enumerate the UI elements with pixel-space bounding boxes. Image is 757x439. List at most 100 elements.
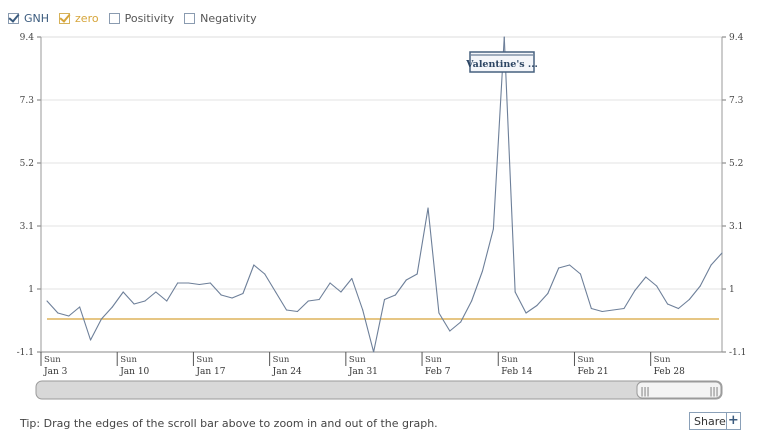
y-tick-label-left: 1: [28, 285, 34, 295]
legend-label-positivity: Positivity: [124, 11, 175, 25]
gnh-line-segment: [656, 285, 669, 305]
gnh-line-segment: [438, 312, 451, 332]
gnh-line-segment: [667, 303, 680, 310]
y-tick-label-left: 7.3: [20, 96, 35, 106]
y-axis-right: 9.4 7.3 5.2 3.1 1 -1.1: [721, 33, 746, 358]
gnh-line-segment: [569, 264, 582, 275]
x-tick-day: Sun: [196, 355, 213, 365]
gnh-line-segment: [699, 264, 712, 287]
y-axis-left: 9.4 7.3 5.2 3.1 1 -1.1: [17, 33, 42, 358]
gnh-line-segment: [525, 304, 538, 314]
gnh-line-segment: [122, 291, 135, 305]
share-button[interactable]: Share +: [689, 412, 741, 430]
gnh-line-segment: [460, 300, 473, 323]
gnh-line-segment: [514, 291, 527, 314]
gnh-line-segment: [144, 291, 157, 302]
scrollbar-thumb[interactable]: [636, 381, 722, 399]
y-tick-label-left: 3.1: [20, 222, 34, 232]
gnh-line-segment: [231, 292, 244, 299]
tooltip-box: [469, 51, 535, 73]
scrollbar-grip-right[interactable]: |||: [709, 387, 718, 397]
gnh-line-segment: [362, 309, 375, 353]
gnh-line-segment: [253, 264, 266, 275]
gnh-line-segment: [68, 306, 81, 317]
x-tick-date: Feb 7: [425, 367, 451, 377]
gnh-line-segment: [558, 264, 571, 269]
gnh-line-segment: [590, 307, 603, 313]
chart-series: [46, 36, 723, 353]
gnh-line-segment: [449, 321, 462, 332]
gnh-line-segment: [710, 252, 723, 266]
gnh-line-segment: [242, 264, 255, 295]
x-axis: Sun Jan 3 Sun Jan 10 Sun Jan 17 Sun Jan 24 Sun Ja…: [40, 351, 722, 377]
y-tick-label-right: 1: [729, 285, 735, 295]
x-tick-date: Jan 10: [119, 367, 149, 377]
zero-checkbox[interactable]: [59, 12, 71, 24]
gnh-line-segment: [133, 300, 146, 305]
x-tick-day: Sun: [425, 355, 442, 365]
legend-item-positivity[interactable]: Positivity: [108, 11, 175, 25]
gnh-line-segment: [481, 228, 494, 272]
share-label: Share: [694, 414, 726, 428]
legend-label-gnh: GNH: [24, 11, 50, 25]
chart-grid: [41, 36, 722, 290]
tooltip: Valentine's ...: [465, 51, 538, 73]
legend-item-zero[interactable]: zero: [59, 12, 99, 25]
y-tick-label-left: 5.2: [20, 159, 34, 169]
x-tick-date: Feb 21: [577, 367, 608, 377]
gnh-line-segment: [383, 294, 396, 301]
tooltip-label: Valentine's ...: [465, 59, 538, 70]
gnh-line-chart[interactable]: 9.4 7.3 5.2 3.1 1 -1.1 9.4 7.3 5.2 3.1 1 -1.1 Sun J…: [0, 0, 757, 410]
y-tick-label-right: 5.2: [729, 159, 743, 169]
gnh-line-segment: [209, 282, 222, 296]
gnh-line-segment: [220, 294, 233, 299]
scrollbar-grip-left[interactable]: |||: [640, 387, 649, 397]
gnh-line-segment: [623, 289, 636, 310]
gnh-checkbox[interactable]: [8, 12, 19, 24]
gnh-line-segment: [79, 306, 92, 341]
gnh-line-segment: [285, 309, 298, 313]
y-tick-label-right: -1.1: [729, 348, 746, 358]
gnh-line-segment: [57, 312, 70, 317]
gnh-line-segment: [547, 267, 560, 295]
negativity-checkbox[interactable]: [184, 12, 196, 24]
gnh-line-segment: [373, 298, 386, 353]
x-tick-date: Jan 31: [348, 367, 378, 377]
gnh-line-segment: [198, 282, 211, 286]
x-tick-date: Jan 17: [195, 367, 225, 377]
gnh-line-segment: [677, 298, 690, 310]
gnh-line-segment: [601, 309, 614, 313]
x-tick-day: Sun: [44, 355, 61, 365]
gnh-line-segment: [329, 282, 342, 293]
gnh-line-segment: [89, 318, 102, 341]
legend-item-negativity[interactable]: Negativity: [184, 12, 257, 25]
gnh-line-segment: [351, 277, 364, 311]
gnh-line-segment: [46, 300, 59, 314]
gnh-line-segment: [275, 291, 288, 311]
gnh-line-segment: [111, 291, 124, 308]
scrollbar[interactable]: ||| |||: [35, 380, 723, 400]
x-tick-date: Feb 28: [654, 367, 685, 377]
gnh-line-segment: [612, 307, 625, 311]
gnh-line-segment: [307, 298, 320, 302]
gnh-line-segment: [536, 292, 549, 307]
legend-item-gnh[interactable]: GNH: [8, 12, 49, 25]
gnh-line-segment: [405, 273, 418, 281]
gnh-line-segment: [166, 282, 179, 302]
x-tick-day: Sun: [577, 355, 594, 365]
x-tick-date: Feb 14: [501, 367, 532, 377]
gnh-line-segment: [100, 306, 113, 320]
gnh-line-segment: [427, 207, 440, 314]
y-tick-label-left: -1.1: [17, 348, 34, 358]
gnh-line-segment: [155, 291, 168, 302]
legend-label-zero: zero: [75, 11, 99, 25]
gnh-line-segment: [340, 277, 353, 293]
gnh-line-segment: [416, 207, 429, 275]
positivity-checkbox[interactable]: [108, 12, 120, 24]
x-tick-day: Sun: [273, 355, 290, 365]
gnh-line-segment: [503, 36, 516, 293]
x-tick-date: Jan 3: [43, 367, 68, 377]
gnh-line-segment: [264, 273, 277, 293]
scrollbar-track[interactable]: [35, 380, 723, 400]
x-tick-day: Sun: [349, 355, 366, 365]
